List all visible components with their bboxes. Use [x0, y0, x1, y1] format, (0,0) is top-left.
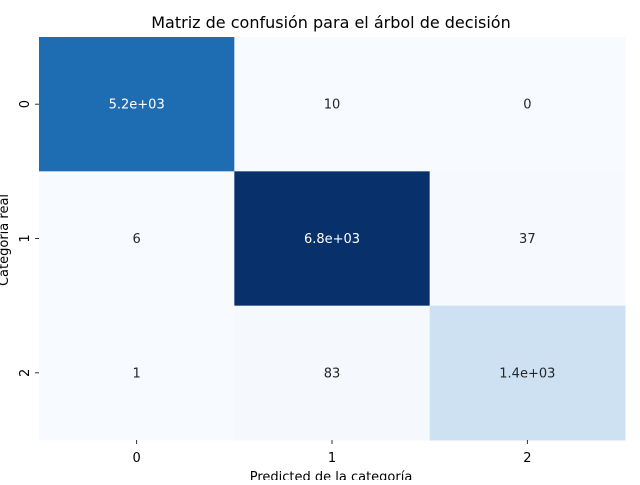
cell-annotations: 5.2e+03 10 0 6 6.8e+03 37 1 83 1.4e+03 [109, 98, 556, 382]
x-tick-label-0: 0 [133, 451, 141, 466]
x-axis: 0 1 2 [133, 440, 531, 466]
cell-annotation-0-1: 10 [324, 98, 341, 113]
y-tick-label-1: 1 [18, 234, 33, 242]
heatmap-cell-1-0 [39, 171, 235, 307]
cell-annotation-2-1: 83 [324, 366, 341, 381]
cell-annotation-0-2: 0 [523, 98, 531, 113]
cell-annotation-1-1: 6.8e+03 [304, 232, 360, 247]
y-tick-label-0: 0 [18, 100, 33, 108]
chart-title: Matriz de confusión para el árbol de dec… [151, 13, 510, 32]
heatmap-cell-0-0 [39, 37, 235, 172]
heatmap-cell-0-1 [234, 37, 431, 172]
cell-annotation-1-2: 37 [519, 232, 536, 247]
heatmap-cell-2-2 [429, 305, 626, 441]
heatmap-cell-1-2 [429, 171, 626, 307]
cell-annotation-2-2: 1.4e+03 [499, 366, 555, 381]
y-axis: 0 1 2 [18, 100, 39, 377]
x-axis-label: Predicted de la categoría [250, 470, 413, 480]
heatmap-cell-0-2 [429, 37, 626, 172]
cell-annotation-1-0: 6 [133, 232, 141, 247]
x-tick-label-2: 2 [523, 451, 531, 466]
cell-annotation-2-0: 1 [133, 366, 141, 381]
cell-annotation-0-0: 5.2e+03 [109, 98, 165, 113]
y-tick-label-2: 2 [18, 369, 33, 377]
heatmap-cell-2-0 [39, 305, 235, 441]
x-tick-label-1: 1 [328, 451, 336, 466]
heatmap-cells [39, 37, 626, 441]
y-axis-label: Categoría real [0, 194, 12, 286]
heatmap-cell-2-1 [234, 305, 431, 441]
heatmap-cell-1-1 [234, 171, 431, 307]
